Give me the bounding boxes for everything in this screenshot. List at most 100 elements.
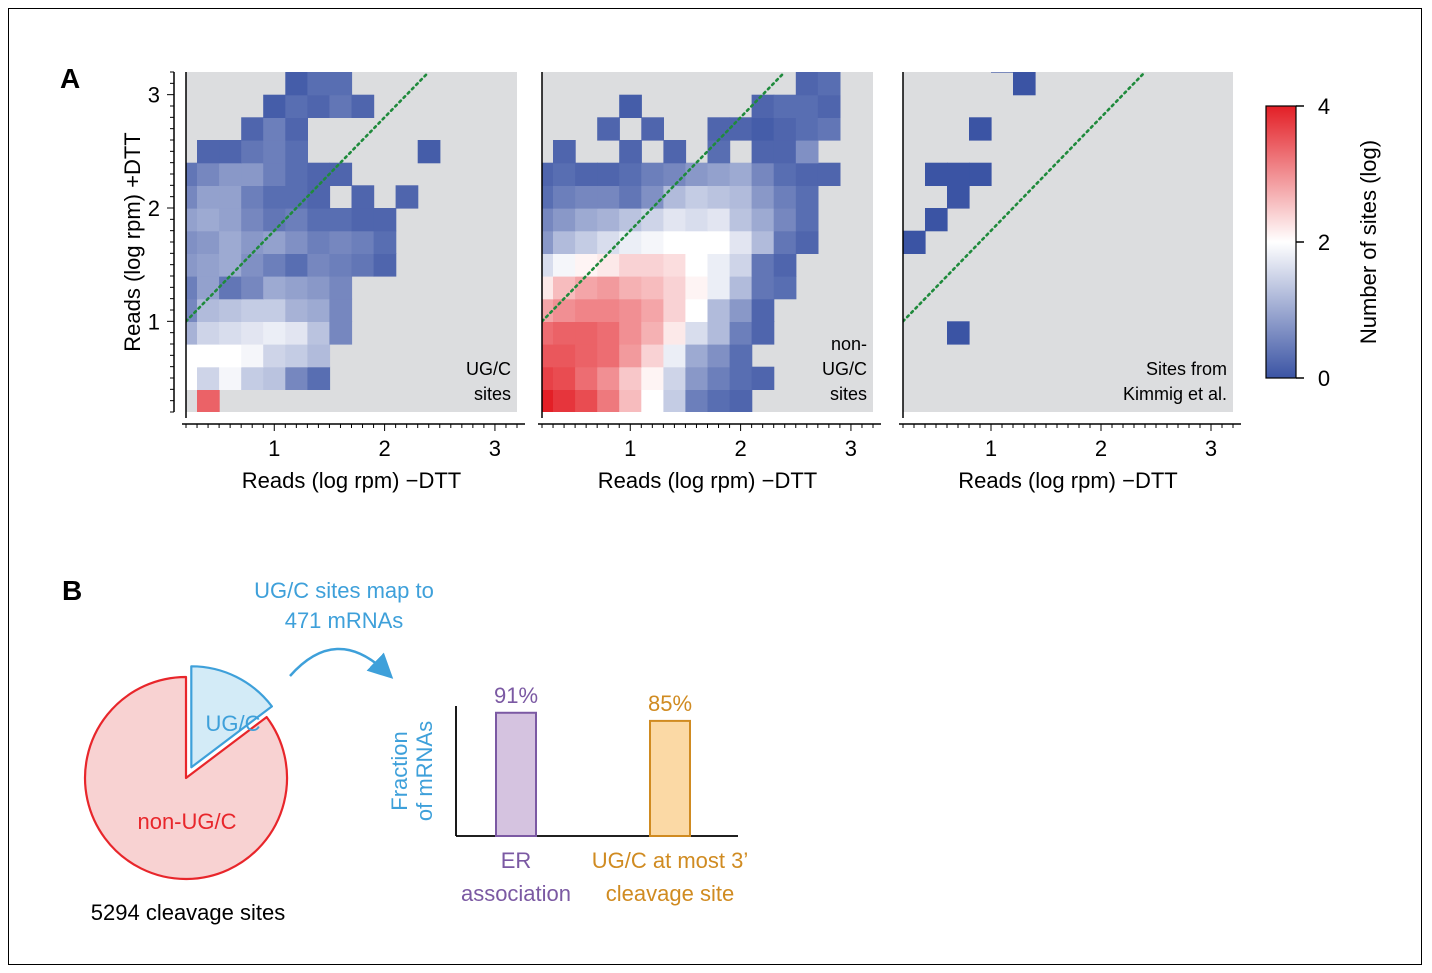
heatmap-cell: [773, 140, 797, 164]
heatmap-cell: [751, 94, 775, 118]
heatmap-cell: [542, 253, 554, 277]
panel-annotation-line-1: UG/C: [466, 359, 511, 379]
heatmap-cell: [619, 185, 642, 209]
heatmap-cell: [219, 162, 242, 186]
heatmap-cell: [773, 208, 797, 232]
x-tick-label: 2: [734, 436, 746, 461]
heatmap-cell: [729, 321, 753, 345]
heatmap-cell: [241, 117, 264, 141]
heatmap-cell: [553, 162, 576, 186]
heatmap-cell: [641, 344, 664, 368]
heatmap-cell: [285, 253, 308, 277]
heatmap-cell: [619, 140, 642, 164]
heatmap-cell: [197, 389, 220, 412]
heatmap-cell: [795, 230, 819, 254]
heatmap-cell: [751, 366, 775, 390]
heatmap-cell: [795, 162, 819, 186]
colorbar-tick-label: 0: [1318, 366, 1330, 391]
pie-chart: UG/C non-UG/C 5294 cleavage sites: [83, 665, 289, 925]
heatmap-cell: [263, 276, 286, 300]
heatmap-cell: [597, 276, 620, 300]
heatmap-cell: [219, 344, 242, 368]
heatmap-cell: [663, 253, 687, 277]
heatmap-cell: [663, 298, 687, 322]
heatmap-cell: [707, 298, 731, 322]
heatmap-cell: [597, 366, 620, 390]
heatmap-cell: [575, 185, 598, 209]
heatmap-cell: [197, 344, 220, 368]
heatmap-cell: [186, 366, 198, 390]
heatmap-cell: [186, 298, 198, 322]
heatmap-cell: [685, 230, 709, 254]
heatmap-cell: [685, 208, 709, 232]
heatmap-cell: [263, 185, 286, 209]
heatmap-cell: [795, 185, 819, 209]
heatmap-cell: [707, 276, 731, 300]
heatmap-cell: [263, 140, 286, 164]
panel-annotation-line-3: sites: [830, 384, 867, 404]
heatmap-cell: [947, 162, 970, 186]
heatmap-cell: [329, 94, 353, 118]
heatmap-cell: [795, 140, 819, 164]
heatmap-cell: [197, 321, 220, 345]
heatmap-cell: [307, 162, 331, 186]
bar-2: [649, 719, 691, 837]
heatmap-cell: [641, 253, 664, 277]
heatmap-cell: [707, 140, 731, 164]
heatmap-cell: [263, 117, 286, 141]
heatmap-cell: [751, 117, 775, 141]
heatmap-cell: [186, 208, 198, 232]
heatmap-cell: [241, 344, 264, 368]
heatmap-cell: [817, 94, 841, 118]
bar-annotation-line-1: UG/C sites map to: [254, 578, 434, 603]
heatmap-cell: [197, 185, 220, 209]
heatmap-cell: [285, 140, 308, 164]
heatmap-cell: [707, 344, 731, 368]
heatmap-cell: [241, 253, 264, 277]
heatmap-cell: [219, 230, 242, 254]
y-axis-title: Reads (log rpm) +DTT: [120, 132, 145, 351]
heatmap-cell: [542, 366, 554, 390]
heatmap-cell: [241, 230, 264, 254]
heatmap-cell: [663, 185, 687, 209]
pie-slice-ugc: [190, 665, 273, 769]
heatmap-cell: [751, 253, 775, 277]
heatmap-cell: [707, 366, 731, 390]
heatmap-cell: [729, 298, 753, 322]
x-axis-title: Reads (log rpm) −DTT: [958, 468, 1177, 493]
bar-chart: UG/C sites map to 471 mRNAs Fraction of mRN…: [254, 578, 748, 906]
heatmap-cell: [729, 344, 753, 368]
heatmap-cell: [285, 366, 308, 390]
heatmap-cell: [197, 253, 220, 277]
heatmap-cell: [751, 162, 775, 186]
heatmap-cell: [707, 162, 731, 186]
heatmap-cell: [925, 208, 948, 232]
heatmap-cell: [575, 208, 598, 232]
x-tick-label: 2: [378, 436, 390, 461]
colorbar-tick-label: 2: [1318, 230, 1330, 255]
heatmap-background: [903, 72, 1233, 412]
x-tick-label: 1: [268, 436, 280, 461]
heatmap-cell: [751, 321, 775, 345]
heatmap-cell: [197, 230, 220, 254]
pie-caption: 5294 cleavage sites: [91, 900, 285, 925]
heatmap-cell: [795, 117, 819, 141]
x-axis-title: Reads (log rpm) −DTT: [598, 468, 817, 493]
panel-annotation-line-2: UG/C: [822, 359, 867, 379]
heatmap-cell: [542, 276, 554, 300]
heatmap-cell: [707, 230, 731, 254]
heatmap-cell: [263, 321, 286, 345]
heatmap-cell: [707, 253, 731, 277]
panel-annotation-line-2: sites: [474, 384, 511, 404]
heatmap-cell: [597, 208, 620, 232]
heatmap-cell: [817, 72, 841, 96]
heatmap-cell: [729, 366, 753, 390]
heatmap-cell: [417, 140, 441, 164]
heatmap-cell: [619, 389, 642, 412]
bar-y-axis-title-line-1: Fraction: [387, 731, 412, 810]
bar-category-label-2-line-1: UG/C at most 3’: [592, 848, 748, 873]
heatmap-cell: [197, 276, 220, 300]
heatmap-cell: [219, 321, 242, 345]
heatmap-cell: [553, 366, 576, 390]
heatmap-cell: [597, 321, 620, 345]
